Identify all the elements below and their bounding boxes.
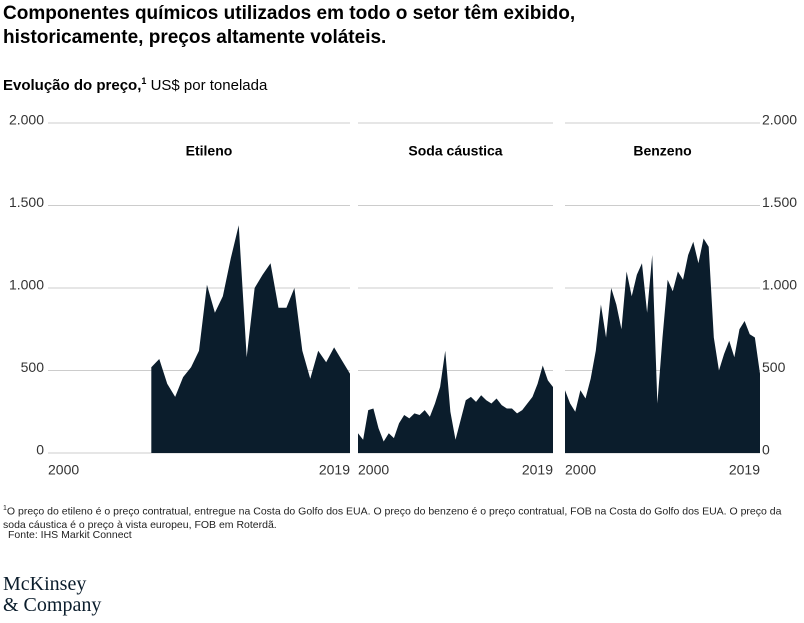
y-tick-label: 500 <box>21 359 45 375</box>
x-tick-label: 2019 <box>522 462 553 478</box>
logo: McKinsey & Company <box>3 574 101 616</box>
logo-line: McKinsey <box>3 573 87 595</box>
y-tick-label: 0 <box>762 442 770 458</box>
page-title: Componentes químicos utilizados em todo … <box>3 3 576 48</box>
area <box>565 238 760 453</box>
panel-title: Benzeno <box>633 143 691 159</box>
x-tick-label: 2000 <box>565 462 596 478</box>
logo-line: & Company <box>3 594 102 616</box>
x-tick-label: 2000 <box>48 462 79 478</box>
y-tick-label: 2.000 <box>9 112 44 128</box>
y-tick-label: 1.500 <box>9 194 44 210</box>
y-tick-label: 2.000 <box>762 112 797 128</box>
y-tick-label: 1.000 <box>9 277 44 293</box>
source: Fonte: IHS Markit Connect <box>8 529 132 541</box>
footnote-marker: 1 <box>3 505 7 512</box>
area <box>151 225 350 453</box>
x-tick-label: 2019 <box>729 462 760 478</box>
y-tick-label: 500 <box>762 359 786 375</box>
panel-title: Soda cáustica <box>408 143 502 159</box>
unit: US$ por tonelada <box>150 77 268 94</box>
note-marker: 1 <box>141 76 147 86</box>
y-tick-label: 1.500 <box>762 194 797 210</box>
footnote: 1O preço do etileno é o preço contratual… <box>3 502 798 532</box>
subtitle-label: Evolução do preço, <box>3 77 142 94</box>
panel-title: Etileno <box>186 143 233 159</box>
subtitle: Evolução do preço,1 US$ por tonelada <box>3 76 267 94</box>
x-tick-label: 2019 <box>319 462 350 478</box>
chart: 0 500 1.000 1.500 2.000 Etileno 2000 2019 Soda c… <box>9 112 797 478</box>
area <box>358 350 553 453</box>
x-tick-label: 2000 <box>358 462 389 478</box>
footnote-text: O preço do etileno é o preço contratual,… <box>3 505 782 531</box>
y-tick-label: 1.000 <box>762 277 797 293</box>
y-tick-label: 0 <box>36 442 44 458</box>
